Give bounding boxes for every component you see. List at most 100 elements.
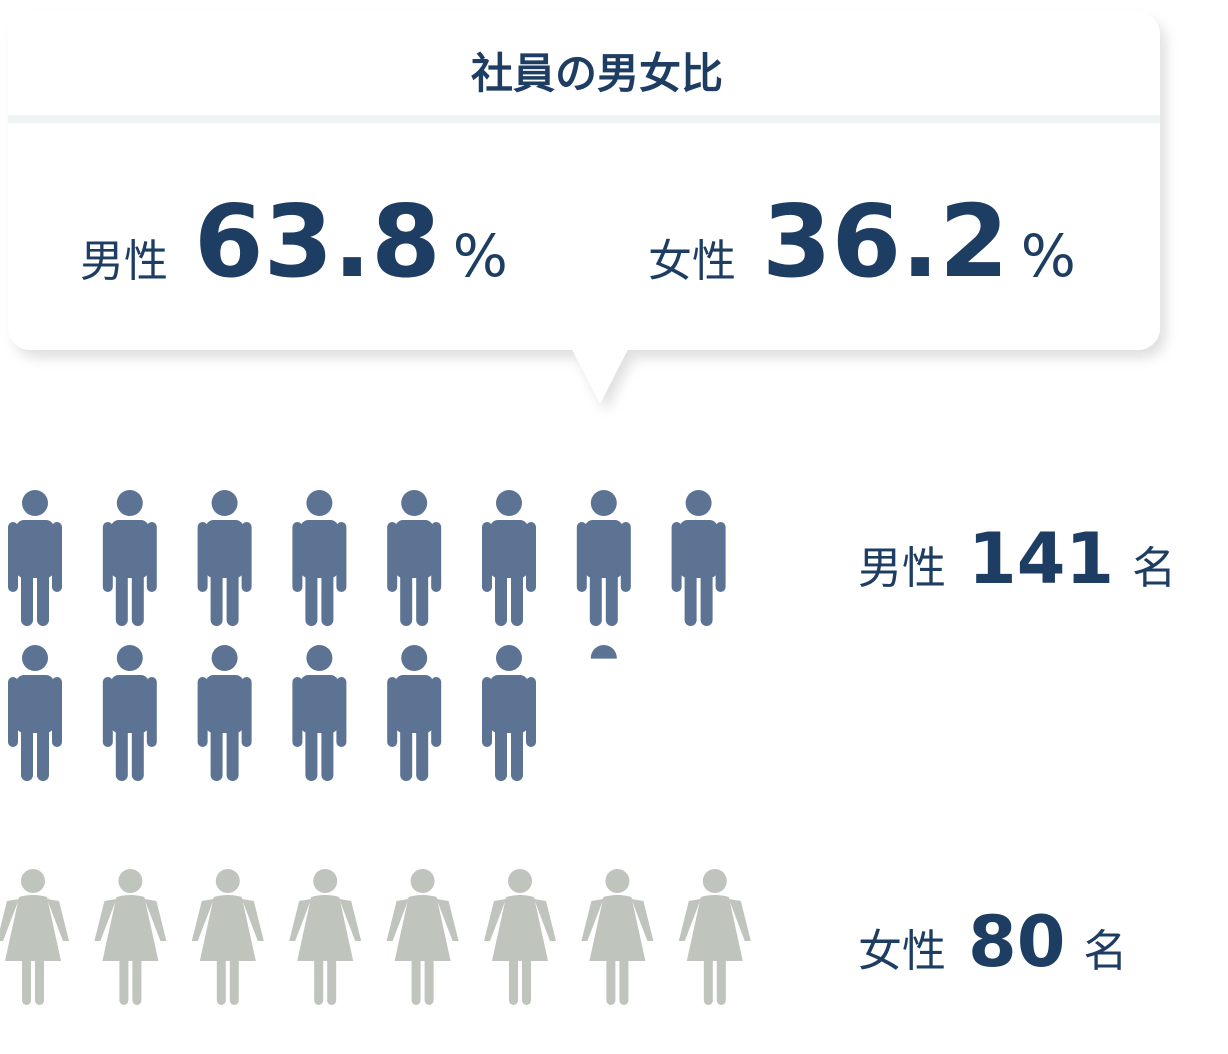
icon-arm: [577, 677, 587, 747]
pictogram-icon: [484, 869, 556, 1005]
pictogram-icon: [577, 645, 631, 781]
icon-leg: [131, 715, 144, 781]
icon-head: [590, 490, 617, 516]
icon-leg: [606, 957, 616, 1005]
icon-head: [306, 490, 333, 516]
icon-leg: [509, 957, 518, 1005]
icon-leg: [590, 715, 602, 781]
icon-arm: [482, 522, 492, 592]
icon-leg: [216, 957, 226, 1005]
pictogram-icon: [576, 490, 631, 626]
pictogram-icon: [482, 490, 536, 626]
icon-head: [116, 490, 143, 516]
icon-leg: [131, 560, 144, 626]
icon-leg: [37, 560, 49, 626]
icon-head: [590, 645, 617, 659]
icon-dress: [102, 895, 159, 961]
icon-head: [211, 490, 238, 516]
chart-title: 社員の男女比: [471, 49, 723, 98]
icon-head: [508, 869, 532, 893]
count-value: 141: [968, 518, 1114, 600]
icon-leg: [605, 560, 618, 626]
percent-value: 36.2: [762, 183, 1009, 300]
pictogram-icon: [8, 645, 62, 781]
pictogram-icon: [482, 645, 536, 781]
icon-leg: [495, 715, 507, 781]
series-name: 男性: [858, 543, 946, 594]
icon-leg: [305, 715, 318, 781]
icon-arm: [581, 899, 654, 941]
icon-dress: [297, 895, 354, 961]
pictogram-icon: [292, 645, 347, 781]
icon-arm: [431, 677, 442, 747]
icon-arm: [8, 522, 18, 592]
icon-arm: [387, 522, 398, 592]
series-name: 女性: [858, 926, 946, 977]
icon-arm: [621, 677, 631, 747]
icon-arm: [191, 899, 264, 941]
icon-dress: [394, 895, 451, 961]
callout: [8, 12, 1160, 404]
icon-arm: [387, 677, 398, 747]
percent-unit: %: [453, 222, 508, 290]
icon-head: [306, 645, 333, 671]
icon-leg: [21, 560, 33, 626]
icon-leg: [115, 560, 128, 626]
icon-leg: [314, 957, 324, 1005]
icon-head: [410, 869, 435, 893]
icon-arm: [576, 522, 587, 592]
icon-leg: [321, 715, 334, 781]
icon-head: [21, 869, 45, 893]
pictogram-icon: [94, 869, 167, 1005]
icon-leg: [226, 560, 239, 626]
icon-arm: [102, 677, 113, 747]
icon-leg: [703, 957, 713, 1005]
icon-arm: [526, 522, 536, 592]
icon-leg: [115, 715, 128, 781]
icon-torso: [585, 675, 623, 733]
icon-dress: [199, 895, 256, 961]
icon-arm: [678, 899, 751, 941]
icon-arm: [336, 677, 347, 747]
icon-leg: [716, 957, 726, 1005]
icon-arm: [526, 677, 536, 747]
icon-arm: [197, 522, 208, 592]
count-value: 80: [968, 901, 1065, 983]
percent-unit: %: [1021, 222, 1076, 290]
icon-leg: [226, 715, 239, 781]
icon-head: [118, 869, 143, 893]
icon-leg: [495, 560, 507, 626]
pictogram-icon: [581, 869, 654, 1005]
icon-leg: [416, 715, 429, 781]
icon-head: [116, 645, 143, 671]
icon-head: [605, 869, 630, 893]
icon-arm: [146, 522, 157, 592]
icon-head: [22, 490, 48, 516]
icon-leg: [424, 957, 434, 1005]
icon-leg: [119, 957, 129, 1005]
percent-value: 63.8: [194, 183, 441, 300]
icon-arm: [289, 899, 362, 941]
icon-arm: [620, 522, 631, 592]
pictogram-icon: [387, 645, 442, 781]
icon-arm: [671, 522, 682, 592]
icon-arm: [482, 677, 492, 747]
icon-leg: [327, 957, 337, 1005]
icon-dress: [686, 895, 743, 961]
icon-leg: [22, 957, 31, 1005]
icon-arm: [94, 899, 167, 941]
icon-head: [313, 869, 338, 893]
pictogram-icon: [289, 869, 362, 1005]
icon-arm: [52, 522, 62, 592]
icon-arm: [241, 677, 252, 747]
icon-leg: [589, 560, 602, 626]
icon-leg: [21, 715, 33, 781]
series-name: 男性: [80, 236, 168, 287]
icon-leg: [229, 957, 239, 1005]
icon-head: [215, 869, 240, 893]
icon-leg: [416, 560, 429, 626]
pictogram-icon: [102, 490, 157, 626]
icon-leg: [400, 715, 413, 781]
